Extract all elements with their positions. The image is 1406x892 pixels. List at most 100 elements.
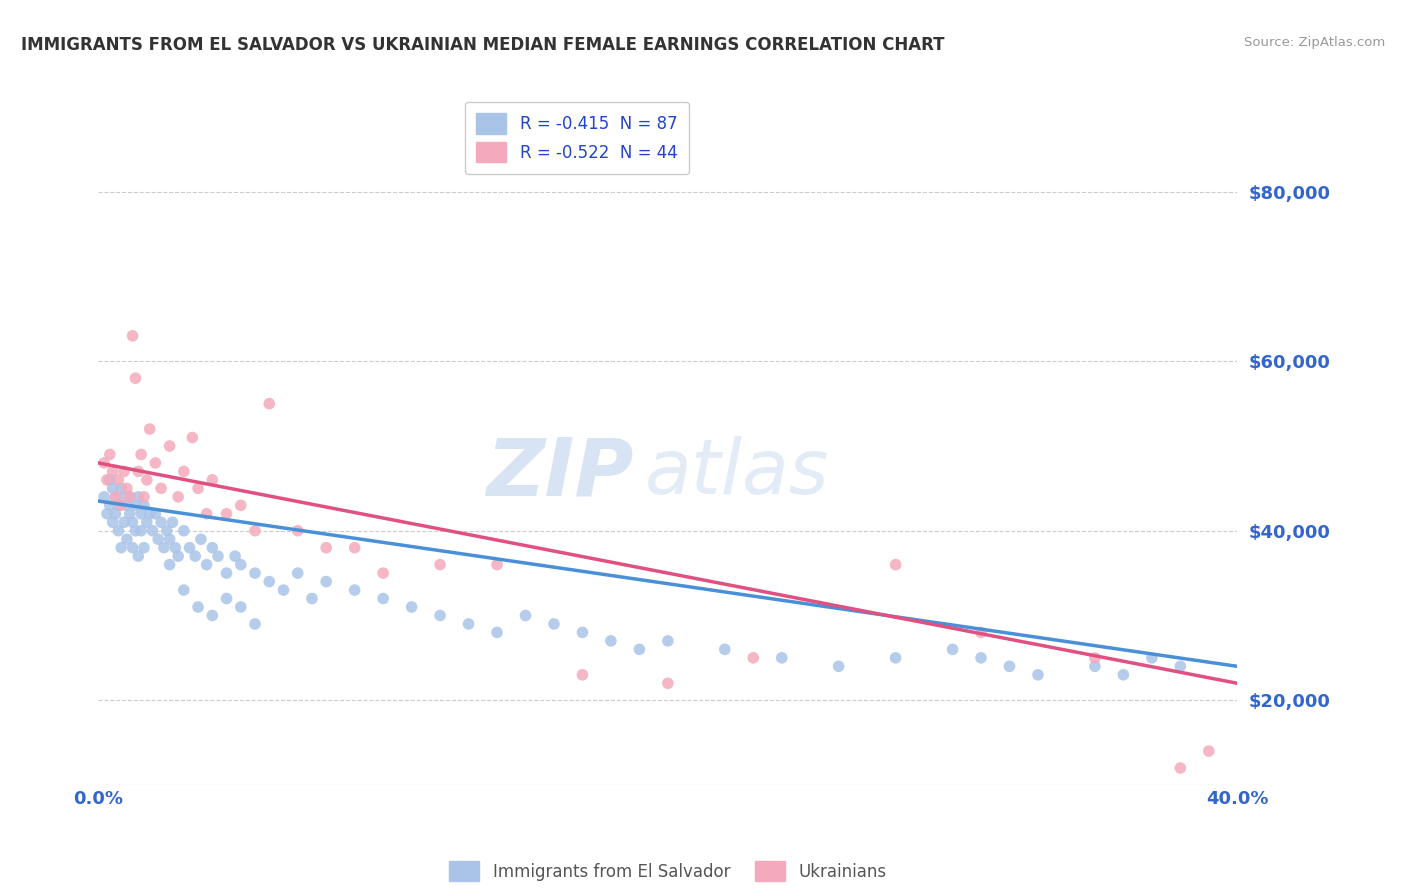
Point [110,482,132,496]
Point [884,651,907,665]
Point [104,507,127,521]
Point [184,549,207,564]
Point [150,515,173,529]
Point [201,473,224,487]
Point [187,482,209,496]
Text: Source: ZipAtlas.com: Source: ZipAtlas.com [1244,36,1385,49]
Point [115,482,138,496]
Point [107,524,129,538]
Point [1198,744,1220,758]
Point [165,541,187,555]
Point [150,482,173,496]
Point [1084,651,1107,665]
Point [145,507,167,521]
Point [243,524,266,538]
Text: ZIP: ZIP [486,434,634,512]
Point [138,422,160,436]
Point [159,558,181,572]
Point [457,617,479,632]
Point [124,524,146,538]
Point [998,659,1021,673]
Point [127,490,149,504]
Point [942,642,965,657]
Point [110,498,132,512]
Point [129,524,152,538]
Point [98,473,121,487]
Point [343,583,366,598]
Point [515,608,537,623]
Point [107,498,129,512]
Point [112,490,135,504]
Point [101,515,124,529]
Point [173,464,195,478]
Point [145,456,167,470]
Legend: Immigrants from El Salvador, Ukrainians: Immigrants from El Salvador, Ukrainians [443,855,893,888]
Point [543,617,565,632]
Point [287,524,309,538]
Point [167,549,190,564]
Point [156,524,179,538]
Point [112,515,135,529]
Point [179,541,201,555]
Point [828,659,851,673]
Point [657,633,679,648]
Point [429,558,451,572]
Point [243,617,266,632]
Point [132,498,155,512]
Point [153,541,176,555]
Point [657,676,679,690]
Point [162,515,184,529]
Text: atlas: atlas [645,436,830,510]
Point [118,490,141,504]
Point [98,498,121,512]
Point [124,498,146,512]
Point [215,566,238,581]
Point [104,490,127,504]
Point [138,507,160,521]
Point [173,583,195,598]
Point [1026,667,1049,681]
Point [315,574,337,589]
Point [93,456,115,470]
Point [201,541,224,555]
Point [101,464,124,478]
Point [101,482,124,496]
Point [181,430,204,444]
Point [93,490,115,504]
Point [96,473,118,487]
Point [195,507,218,521]
Point [96,507,118,521]
Point [287,566,309,581]
Point [121,328,143,343]
Point [107,473,129,487]
Point [110,541,132,555]
Point [229,599,252,614]
Point [486,558,509,572]
Point [229,498,252,512]
Point [1170,761,1192,775]
Point [770,651,793,665]
Point [373,591,395,606]
Point [187,599,209,614]
Point [486,625,509,640]
Point [224,549,246,564]
Point [571,625,593,640]
Point [190,532,212,546]
Point [429,608,451,623]
Point [127,549,149,564]
Point [343,541,366,555]
Point [315,541,337,555]
Point [121,515,143,529]
Point [1170,659,1192,673]
Point [167,490,190,504]
Point [1140,651,1163,665]
Point [571,667,593,681]
Point [135,515,157,529]
Point [121,541,143,555]
Point [201,608,224,623]
Point [273,583,295,598]
Point [127,464,149,478]
Text: IMMIGRANTS FROM EL SALVADOR VS UKRAINIAN MEDIAN FEMALE EARNINGS CORRELATION CHAR: IMMIGRANTS FROM EL SALVADOR VS UKRAINIAN… [21,36,945,54]
Point [884,558,907,572]
Point [259,396,281,410]
